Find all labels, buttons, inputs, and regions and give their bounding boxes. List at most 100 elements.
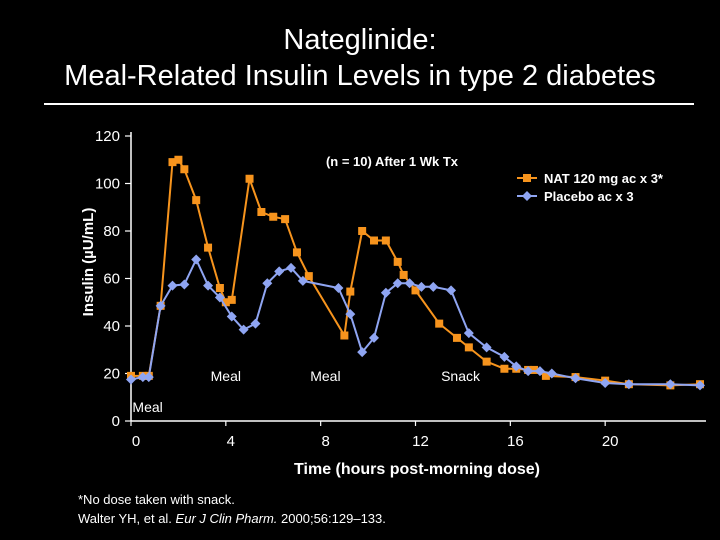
data-point-diamond — [214, 292, 225, 303]
legend-label: NAT 120 mg ac x 3* — [544, 171, 664, 186]
footnote-block: *No dose taken with snack. Walter YH, et… — [78, 490, 386, 528]
annotation-meal: Meal — [132, 399, 162, 415]
x-tick-label: 0 — [132, 433, 140, 450]
y-tick-label: 120 — [95, 128, 120, 145]
data-point-diamond — [380, 287, 391, 298]
data-point-square — [340, 331, 349, 340]
data-point-diamond — [262, 278, 273, 289]
data-point-diamond — [404, 278, 415, 289]
x-axis-label: Time (hours post-morning dose) — [294, 461, 540, 478]
data-point-diamond — [416, 281, 427, 292]
data-point-square — [281, 215, 290, 224]
y-axis-label: Insulin (µU/mL) — [80, 208, 97, 317]
data-point-diamond — [238, 324, 249, 335]
y-tick-label: 0 — [112, 413, 120, 430]
y-tick-label: 40 — [103, 318, 120, 335]
data-point-square — [370, 236, 379, 245]
annotation-meal: Meal — [211, 368, 241, 384]
legend-label: Placebo ac x 3 — [544, 189, 634, 204]
data-point-diamond — [126, 374, 136, 385]
data-point-diamond — [333, 283, 344, 293]
data-point-diamond — [392, 278, 403, 289]
annotation-meal: Meal — [310, 368, 340, 384]
data-point-diamond — [463, 328, 474, 339]
x-tick-label: 16 — [507, 433, 524, 450]
data-point-square — [346, 287, 355, 296]
data-point-diamond — [345, 309, 356, 320]
data-point-square — [541, 371, 550, 380]
data-point-diamond — [274, 266, 285, 277]
data-point-diamond — [286, 262, 297, 273]
data-point-square — [257, 208, 266, 216]
legend-marker-diamond — [522, 191, 532, 201]
data-point-diamond — [570, 373, 581, 384]
title-divider — [44, 103, 694, 105]
data-point-square — [500, 364, 509, 373]
x-tick-label: 20 — [602, 433, 619, 450]
data-point-diamond — [511, 361, 522, 372]
data-point-diamond — [446, 285, 457, 296]
x-tick-label: 12 — [412, 433, 429, 450]
x-tick-label: 4 — [227, 433, 235, 450]
data-point-square — [245, 174, 254, 183]
y-tick-label: 100 — [95, 176, 120, 193]
data-point-diamond — [369, 332, 380, 343]
data-point-diamond — [523, 366, 534, 377]
citation-details: 2000;56:129–133. — [281, 511, 386, 526]
legend-marker-square — [523, 174, 531, 182]
data-point-diamond — [499, 351, 510, 362]
data-point-diamond — [357, 347, 368, 358]
chart-title: Nateglinide: Meal-Related Insulin Levels… — [0, 22, 720, 94]
data-point-diamond — [191, 254, 202, 265]
data-point-square — [168, 158, 177, 167]
data-point-diamond — [600, 378, 611, 388]
citation-journal: Eur J Clin Pharm. — [175, 511, 278, 526]
data-point-diamond — [143, 372, 154, 383]
data-point-square — [435, 319, 444, 328]
data-point-diamond — [137, 372, 148, 383]
data-point-square — [530, 365, 539, 374]
x-tick-label: 8 — [321, 433, 329, 450]
y-tick-label: 60 — [103, 271, 120, 288]
data-point-square — [292, 248, 301, 257]
citation: Walter YH, et al. Eur J Clin Pharm. 2000… — [78, 509, 386, 528]
y-tick-label: 20 — [103, 366, 120, 383]
data-point-square — [411, 286, 420, 295]
title-line-2: Meal-Related Insulin Levels in type 2 di… — [64, 60, 656, 92]
data-point-diamond — [297, 275, 308, 286]
legend: NAT 120 mg ac x 3* Placebo ac x 3 — [517, 171, 664, 204]
series-placebo — [126, 254, 705, 391]
data-point-square — [180, 165, 189, 174]
data-point-diamond — [250, 318, 261, 329]
data-point-diamond — [481, 342, 492, 353]
data-point-diamond — [428, 281, 439, 292]
data-point-diamond — [167, 280, 178, 291]
data-point-square — [227, 295, 236, 304]
data-point-square — [452, 333, 461, 342]
data-point-diamond — [226, 311, 237, 322]
citation-authors: Walter YH, et al. — [78, 511, 172, 526]
data-point-diamond — [623, 379, 634, 390]
data-point-square — [381, 236, 390, 245]
data-point-square — [464, 343, 473, 352]
annotation-snack: Snack — [441, 368, 481, 384]
data-point-square — [358, 227, 367, 235]
data-point-square — [304, 272, 313, 281]
data-point-square — [215, 284, 224, 292]
data-point-diamond — [695, 380, 705, 391]
data-point-square — [204, 243, 213, 252]
data-point-square — [221, 298, 230, 307]
y-tick-label: 80 — [103, 223, 120, 240]
data-point-diamond — [179, 279, 190, 290]
data-point-square — [174, 155, 183, 164]
data-point-square — [269, 212, 278, 221]
footnote: *No dose taken with snack. — [78, 492, 235, 507]
title-line-1: Nateglinide: — [283, 24, 437, 56]
data-point-diamond — [534, 366, 545, 377]
data-point-square — [399, 270, 408, 279]
data-point-diamond — [546, 368, 557, 379]
data-point-square — [393, 257, 402, 266]
data-point-diamond — [203, 280, 214, 291]
chart-subtitle: (n = 10) After 1 Wk Tx — [326, 154, 459, 169]
